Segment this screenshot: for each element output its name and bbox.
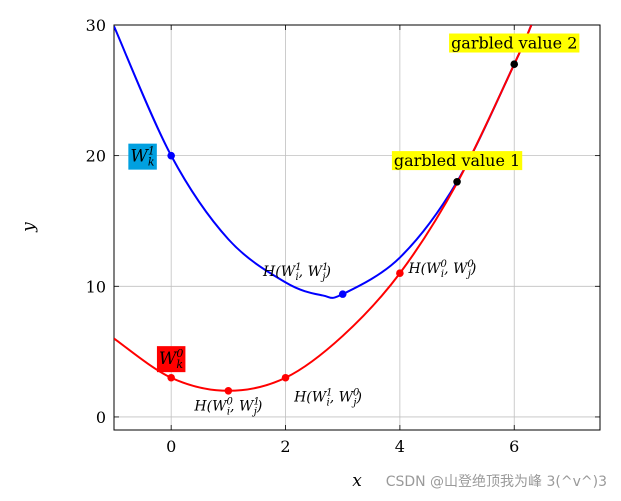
y-tick-label: 10 — [86, 277, 106, 296]
annotation-text: garbled value 2 — [451, 34, 577, 53]
data-point-6 — [453, 177, 461, 186]
annotation-0: garbled value 1 — [391, 151, 523, 171]
x-tick-label: 2 — [280, 437, 290, 456]
series-line-1 — [114, 25, 533, 392]
point-label-1: H(W0i​, W0j​) — [407, 259, 476, 280]
data-point-0 — [167, 151, 175, 160]
points — [167, 60, 519, 395]
wk-label-1: W0 k — [156, 346, 186, 373]
ticks: 0 2 4 6 0 10 20 30 — [86, 16, 600, 456]
wk-label-0: W1 k — [128, 143, 157, 170]
point-label-0: H(W1i​, W1j​) — [262, 262, 331, 283]
y-tick-label: 20 — [86, 147, 106, 166]
y-tick-label: 30 — [86, 16, 106, 35]
wk-bg — [156, 346, 186, 373]
plot-frame — [113, 24, 601, 431]
data-point-7 — [510, 60, 519, 68]
x-tick-label: 0 — [166, 437, 176, 456]
x-tick-label: 4 — [395, 437, 405, 456]
point-label-2: H(W0i​, W1j​) — [193, 396, 262, 417]
data-point-3 — [224, 387, 233, 395]
grid — [114, 24, 600, 430]
data-point-5 — [396, 269, 404, 278]
y-axis-label: y — [19, 222, 39, 233]
annotation-bg — [449, 33, 580, 53]
point-label-3: H(W1i​, W0j​) — [293, 387, 362, 408]
data-point-1 — [338, 290, 347, 298]
data-point-2 — [167, 373, 175, 382]
watermark: CSDN @山登绝顶我为峰 3(^v^)3 — [385, 474, 607, 490]
annotation-bg — [391, 151, 523, 171]
wk-text: W0 k — [159, 347, 183, 371]
x-axis-label: x — [352, 471, 362, 491]
labels: H(W1i​, W1j​) H(W0i​, W0j​) H(W0i​, W1j​) H… — [128, 33, 580, 417]
annotation-1: garbled value 2 — [449, 33, 580, 53]
x-tick-label: 6 — [509, 437, 519, 456]
annotation-text: garbled value 1 — [394, 151, 520, 170]
curves — [114, 25, 533, 392]
wk-text: W1 k — [130, 145, 154, 169]
wk-bg — [128, 143, 157, 170]
y-tick-label: 0 — [96, 408, 106, 427]
data-point-4 — [281, 373, 290, 382]
